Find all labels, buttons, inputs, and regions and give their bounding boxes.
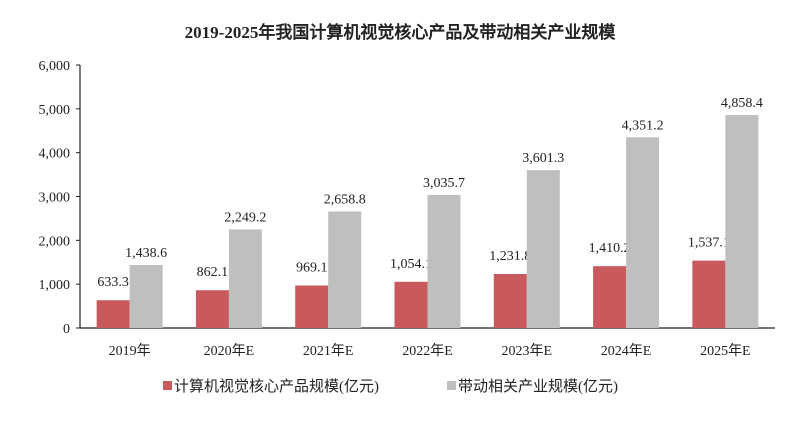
x-tick-label: 2024年E — [601, 343, 652, 359]
y-tick-label: 3,000 — [39, 191, 71, 206]
data-label: 969.1 — [296, 261, 328, 276]
y-tick-label: 6,000 — [39, 59, 71, 74]
data-label: 2,658.8 — [324, 192, 366, 207]
data-label: 1,054.1 — [390, 257, 432, 272]
data-label: 4,858.4 — [721, 96, 763, 111]
bar-core — [493, 274, 527, 328]
legend-label: 计算机视觉核心产品规模(亿元) — [174, 377, 379, 395]
bar-related — [526, 170, 560, 328]
data-label: 4,351.2 — [622, 118, 664, 133]
data-label: 1,438.6 — [125, 246, 167, 261]
data-label: 1,410.2 — [589, 241, 631, 256]
data-label: 2,249.2 — [224, 210, 266, 225]
x-tick-label: 2023年E — [502, 343, 553, 359]
bar-related — [228, 229, 262, 328]
data-label: 1,231.8 — [489, 249, 531, 264]
data-label: 1,537.1 — [688, 236, 730, 251]
data-label: 3,601.3 — [522, 151, 564, 166]
y-tick-label: 5,000 — [39, 103, 71, 118]
bar-core — [692, 260, 726, 328]
bar-core — [195, 290, 229, 328]
data-label: 633.3 — [97, 275, 129, 290]
bar-related — [626, 137, 660, 328]
y-tick-label: 4,000 — [39, 147, 71, 162]
bar-related — [427, 194, 461, 328]
bar-core — [295, 285, 329, 328]
legend-swatch — [447, 381, 456, 390]
x-tick-label: 2019年 — [109, 343, 151, 359]
bar-core — [394, 281, 428, 328]
bar-related — [129, 264, 163, 328]
legend-label: 带动相关产业规模(亿元) — [458, 378, 618, 395]
y-tick-label: 2,000 — [39, 234, 71, 249]
x-tick-label: 2021年E — [303, 343, 354, 359]
bar-core — [96, 300, 130, 328]
x-tick-label: 2022年E — [402, 343, 453, 359]
data-label: 862.1 — [197, 265, 229, 280]
data-label: 3,035.7 — [423, 176, 465, 191]
bar-related — [725, 115, 759, 328]
legend-swatch — [163, 381, 172, 390]
bar-core — [593, 266, 627, 328]
bar-related — [328, 211, 362, 328]
chart-title: 2019-2025年我国计算机视觉核心产品及带动相关产业规模 — [185, 22, 617, 42]
y-tick-label: 0 — [63, 322, 70, 337]
x-tick-label: 2020年E — [204, 343, 255, 359]
y-tick-label: 1,000 — [39, 278, 71, 293]
x-tick-label: 2025年E — [700, 343, 751, 359]
